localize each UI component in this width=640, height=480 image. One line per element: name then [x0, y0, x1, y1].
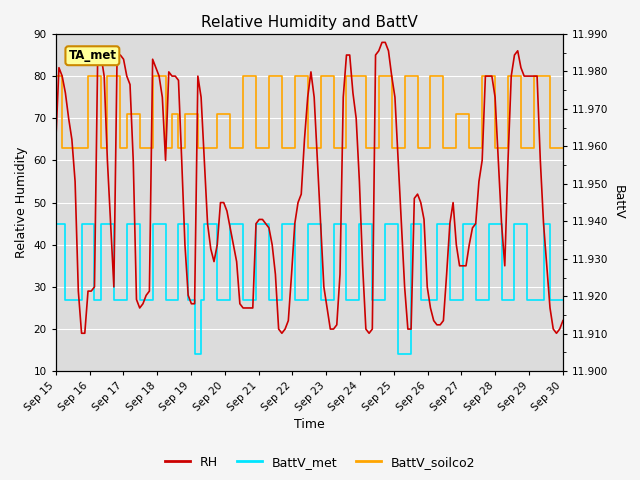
BattV_soilco2	[559, 145, 567, 151]
RH	[378, 39, 386, 45]
RH	[107, 221, 115, 227]
BattV_soilco2	[524, 145, 531, 151]
RH	[527, 73, 534, 79]
RH	[142, 292, 150, 298]
BattV_soilco2	[58, 145, 66, 151]
BattV_met	[330, 221, 337, 227]
BattV_met	[191, 351, 198, 357]
RH	[330, 326, 337, 332]
RH	[407, 326, 415, 332]
RH	[52, 141, 60, 146]
BattV_met	[52, 221, 60, 227]
Line: RH: RH	[56, 42, 563, 333]
X-axis label: Time: Time	[294, 419, 324, 432]
BattV_met	[239, 297, 247, 302]
Line: BattV_soilco2: BattV_soilco2	[56, 76, 563, 148]
BattV_met	[104, 221, 111, 227]
RH	[77, 330, 85, 336]
Line: BattV_met: BattV_met	[56, 224, 563, 354]
BattV_met	[139, 297, 147, 302]
BattV_met	[404, 351, 412, 357]
BattV_soilco2	[239, 73, 247, 79]
BattV_soilco2	[142, 145, 150, 151]
RH	[559, 318, 567, 324]
Title: Relative Humidity and BattV: Relative Humidity and BattV	[201, 15, 418, 30]
BattV_soilco2	[52, 73, 60, 79]
RH	[239, 305, 247, 311]
Y-axis label: Relative Humidity: Relative Humidity	[15, 147, 28, 258]
BattV_met	[559, 297, 567, 302]
Y-axis label: BattV: BattV	[612, 185, 625, 220]
BattV_soilco2	[107, 73, 115, 79]
Legend: RH, BattV_met, BattV_soilco2: RH, BattV_met, BattV_soilco2	[159, 451, 481, 474]
BattV_soilco2	[404, 73, 412, 79]
BattV_soilco2	[330, 145, 337, 151]
BattV_met	[524, 297, 531, 302]
Text: TA_met: TA_met	[68, 49, 116, 62]
